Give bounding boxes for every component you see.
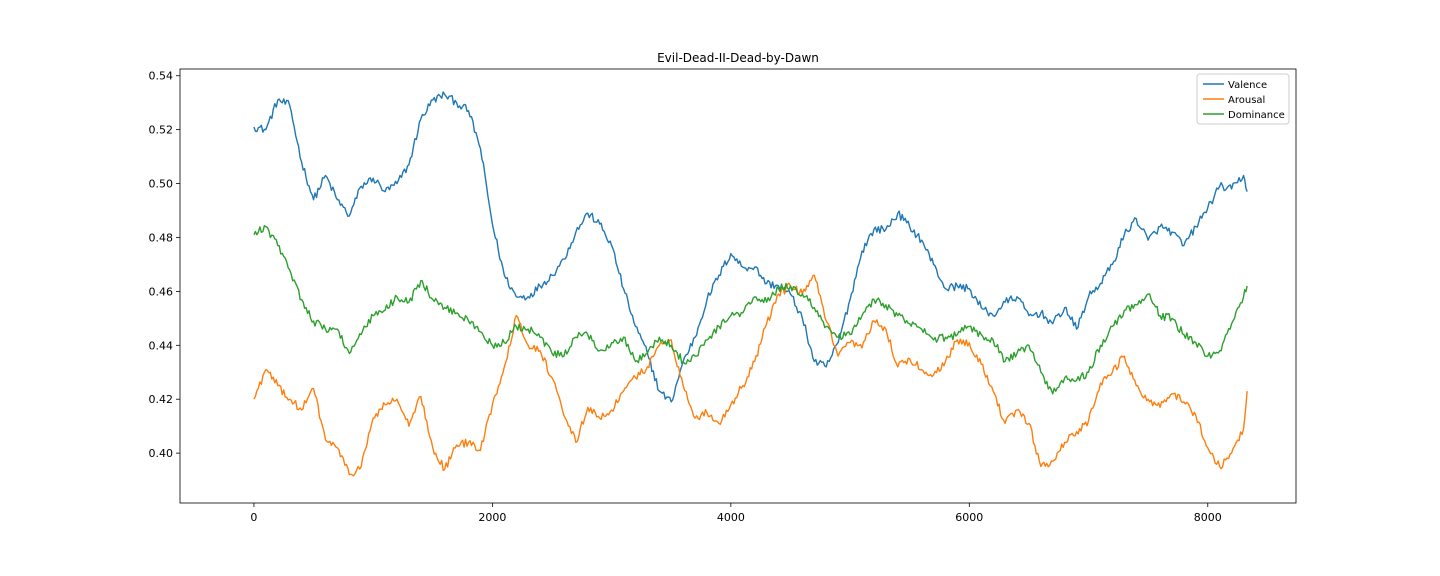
- axes-layer: 0 2000 4000 6000 8000 0.40 0.42 0.44 0.46 0.48 0.5…: [149, 70, 1222, 524]
- legend-box: [1196, 73, 1290, 125]
- x-tick-label: 4000: [717, 511, 745, 524]
- y-tick-label: 0.40: [149, 447, 174, 460]
- x-tick-label: 8000: [1194, 511, 1222, 524]
- legend-label-valence: Valence: [1228, 80, 1267, 91]
- x-tick-label: 2000: [478, 511, 506, 524]
- x-tick-label: 6000: [955, 511, 983, 524]
- chart-title: Evil-Dead-II-Dead-by-Dawn: [657, 51, 819, 65]
- legend-label-arousal: Arousal: [1228, 95, 1265, 106]
- y-tick-label: 0.48: [149, 231, 174, 244]
- y-tick-label: 0.44: [149, 339, 174, 352]
- x-tick-label: 0: [250, 511, 257, 524]
- plot-frame: [179, 68, 1297, 504]
- series-line-arousal: [253, 274, 1248, 477]
- y-tick-label: 0.46: [149, 285, 174, 298]
- y-tick-label: 0.54: [149, 70, 174, 83]
- y-tick-label: 0.52: [149, 124, 174, 137]
- legend-label-dominance: Dominance: [1228, 110, 1285, 121]
- series-layer: [253, 91, 1248, 477]
- series-line-dominance: [253, 225, 1248, 395]
- y-tick-label: 0.50: [149, 178, 174, 191]
- y-tick-label: 0.42: [149, 393, 174, 406]
- legend: Valence Arousal Dominance: [1196, 73, 1290, 125]
- series-line-valence: [253, 91, 1248, 403]
